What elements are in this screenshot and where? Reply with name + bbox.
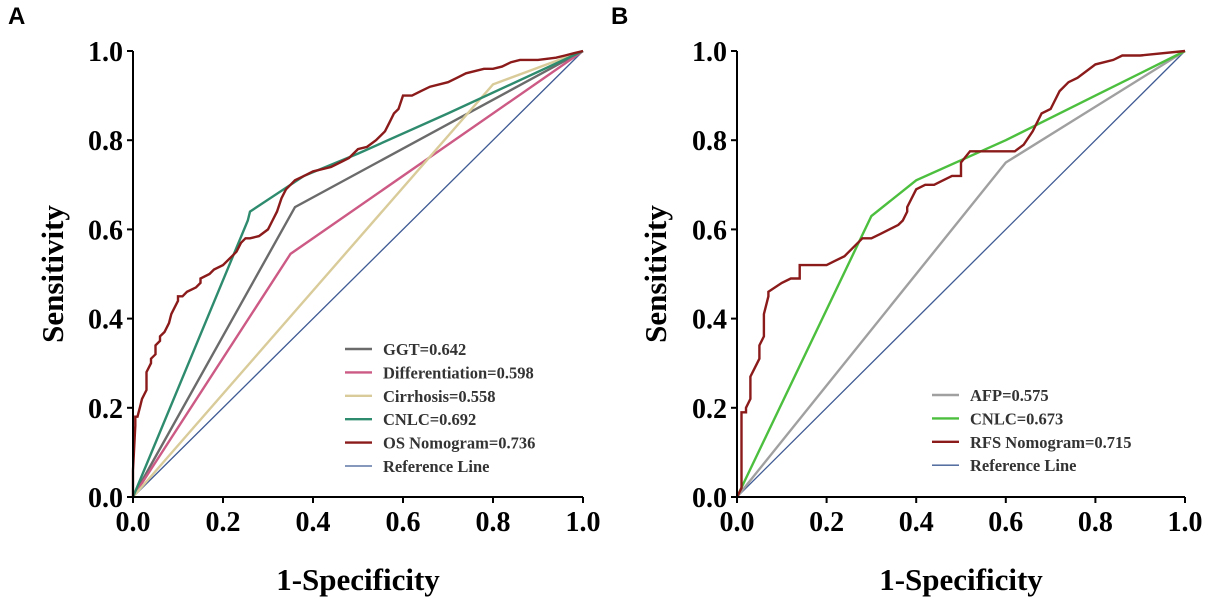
legend-label-differentiation: Differentiation=0.598	[383, 363, 534, 382]
series-line-reference-line	[736, 50, 1186, 498]
legend-label-reference-line: Reference Line	[383, 457, 489, 476]
y-tick-label: 1.0	[88, 37, 123, 68]
x-tick-label: 0.8	[476, 507, 511, 538]
legend: GGT=0.642 Differentiation=0.598 Cirrhosis=…	[345, 340, 535, 476]
y-tick-label: 0.0	[692, 483, 727, 514]
x-axis-title: 1-Specificity	[879, 562, 1043, 597]
x-tick-label: 0.8	[1078, 507, 1113, 538]
x-tick-label: 0.4	[899, 507, 934, 538]
y-tick-label: 0.8	[88, 126, 123, 157]
panel-letter: A	[8, 3, 25, 30]
series-line-cnlc	[735, 49, 1186, 498]
series-line-os-nomogram	[131, 49, 584, 497]
legend-label-rfs-nomogram: RFS Nomogram=0.715	[970, 433, 1132, 452]
y-tick-label: 0.4	[88, 305, 123, 336]
y-tick-label: 0.2	[88, 394, 123, 425]
series-line-ggt	[131, 49, 584, 498]
legend-label-cirrhosis: Cirrhosis=0.558	[383, 387, 496, 406]
series-line-differentiation	[131, 50, 584, 498]
legend-label-os-nomogram: OS Nomogram=0.736	[383, 434, 535, 453]
legend-label-ggt: GGT=0.642	[383, 340, 466, 359]
legend: AFP=0.575 CNLC=0.673 RFS Nomogram=0.715 Ref…	[932, 386, 1132, 475]
series-line-rfs-nomogram	[735, 49, 1186, 498]
y-tick-label: 0.4	[692, 305, 727, 336]
y-tick-label: 0.8	[692, 126, 727, 157]
y-tick-label: 0.2	[692, 394, 727, 425]
chart-panel-b: B 0.0 0.2 0.4 0.6 0.8 1.0 0.0 0.2 0.4 0.6 0.8 1.0 1-S…	[611, 3, 1203, 597]
y-tick-label: 0.6	[88, 215, 123, 246]
y-tick-label: 1.0	[692, 37, 727, 68]
x-tick-label: 0.6	[386, 507, 421, 538]
x-tick-label: 1.0	[566, 507, 601, 538]
legend-label-cnlc: CNLC=0.692	[383, 410, 476, 429]
x-tick-label: 0.0	[116, 507, 151, 538]
legend-label-reference-line: Reference Line	[970, 456, 1076, 475]
series-line-cirrhosis	[132, 49, 584, 498]
x-tick-label: 0.0	[720, 507, 755, 538]
x-axis-title: 1-Specificity	[276, 562, 440, 597]
panel-letter: B	[611, 3, 628, 30]
y-axis-title: Sensitivity	[638, 205, 673, 343]
y-tick-label: 0.6	[692, 215, 727, 246]
x-tick-label: 0.2	[206, 507, 241, 538]
series-line-afp	[736, 49, 1186, 498]
chart-panel-a: A 0.0 0.2 0.4 0.6 0.8 1.0 0.0 0.2 0.4 0.6 0.8 1.0 1-S…	[8, 3, 601, 597]
legend-label-cnlc: CNLC=0.673	[970, 409, 1063, 428]
x-tick-label: 0.4	[296, 507, 331, 538]
series-line-reference-line	[132, 50, 584, 498]
y-axis-title: Sensitivity	[35, 205, 70, 343]
legend-label-afp: AFP=0.575	[970, 386, 1049, 405]
y-tick-label: 0.0	[88, 483, 123, 514]
x-tick-label: 0.2	[809, 507, 844, 538]
x-tick-label: 1.0	[1168, 507, 1203, 538]
x-tick-label: 0.6	[988, 507, 1023, 538]
